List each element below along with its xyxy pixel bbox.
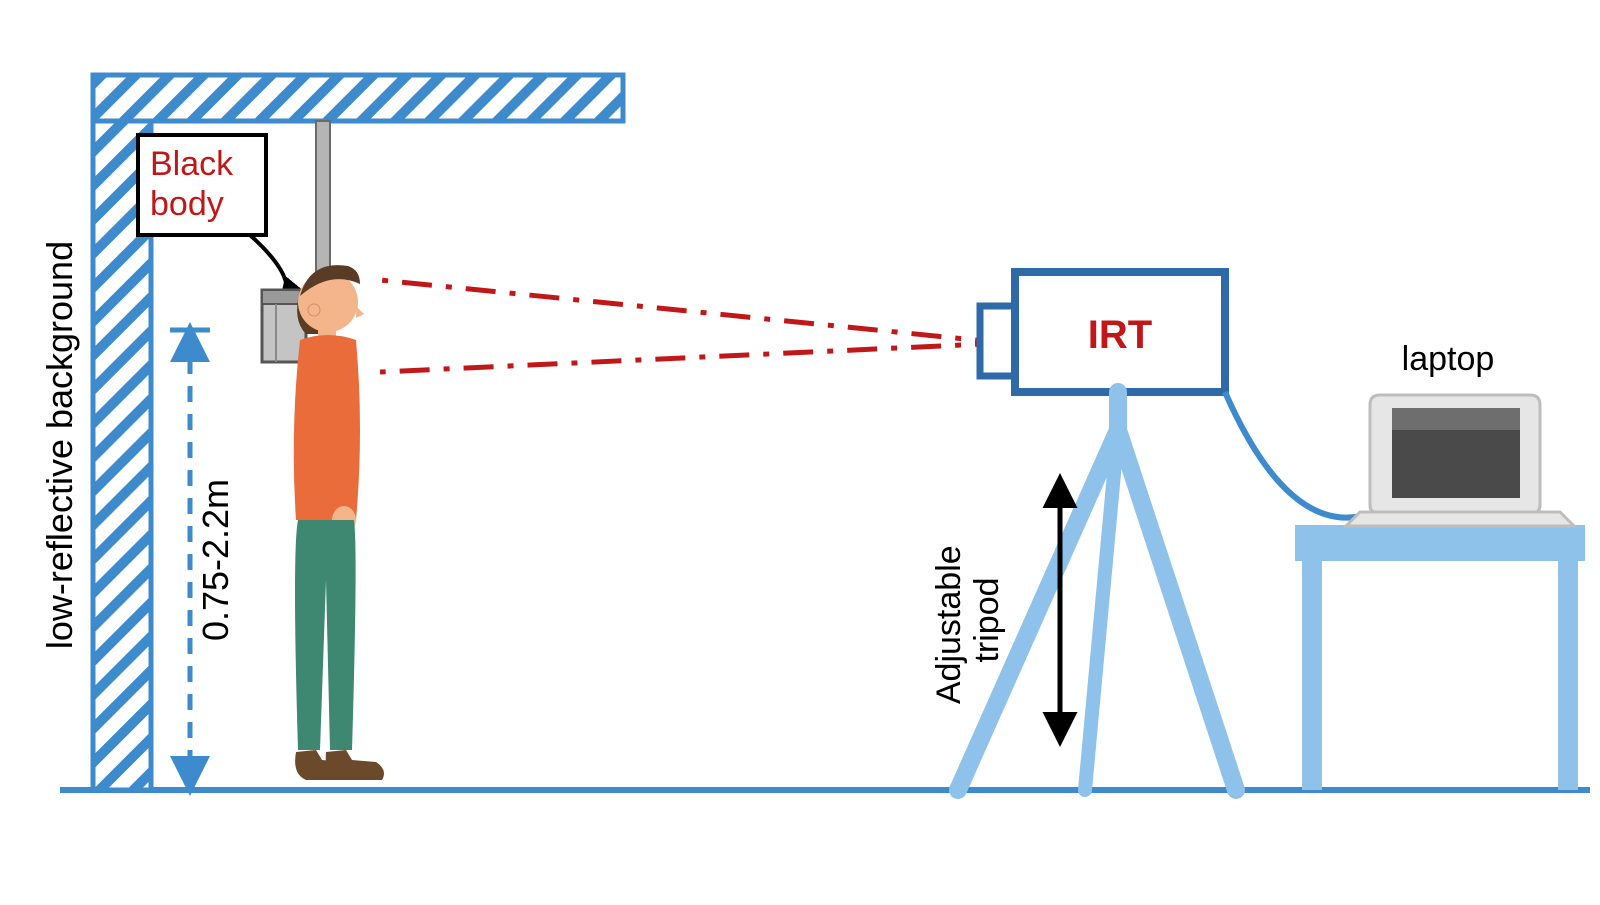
distance-label: 0.75-2.2m [195,479,236,641]
black-body-labelbox: Black body [138,135,266,235]
fov-lines [380,280,1005,372]
distance-dimension: 0.75-2.2m [170,330,236,788]
laptop-label: laptop [1402,340,1495,378]
diagram-svg: low-reflective background Black body [0,0,1600,900]
black-body-line1: Black [150,145,234,183]
person [294,265,384,780]
laptop [1346,395,1574,526]
irt-label: IRT [1088,313,1152,357]
tripod-label-l1: Adjustable [930,545,968,704]
mount-pole [316,121,330,289]
tripod-label-l2: tripod [968,577,1006,662]
svg-text:Adjustable tripod: Adjustable tripod [930,536,1006,704]
background-label: low-reflective background [39,241,80,649]
table [1295,525,1585,790]
diagram-stage: low-reflective background Black body [0,0,1600,900]
irt-camera: IRT [980,272,1225,392]
ceiling-beam [93,75,623,121]
black-body-line2: body [150,185,224,223]
